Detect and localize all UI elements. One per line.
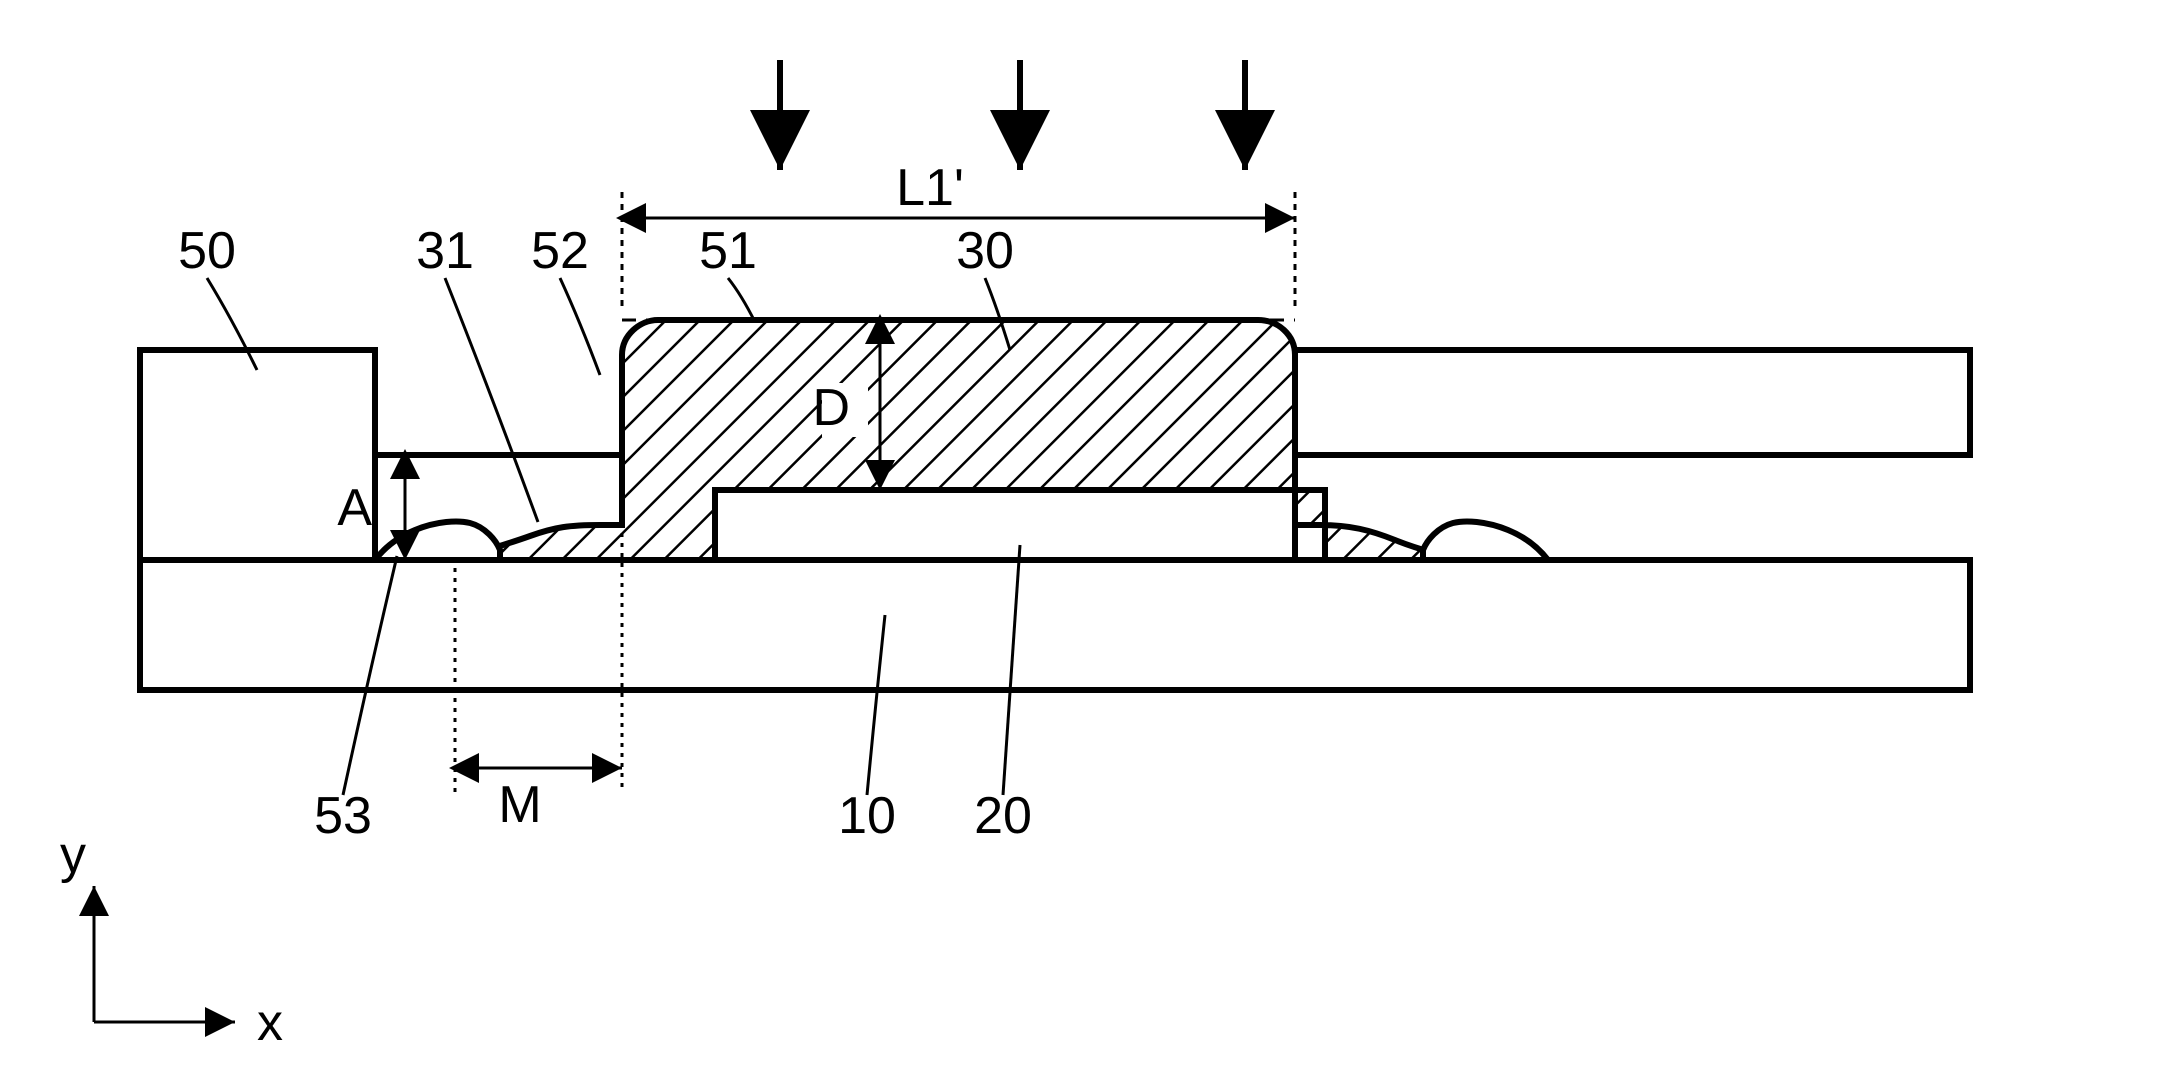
dim-m-label: M — [498, 776, 541, 834]
label-10: 10 — [838, 787, 896, 845]
label-51: 51 — [699, 222, 757, 280]
label-20: 20 — [974, 787, 1032, 845]
resist-50-right — [1295, 350, 1970, 455]
label-31: 31 — [416, 222, 474, 280]
leader-10 — [867, 615, 885, 795]
x-axis-label: x — [257, 994, 283, 1052]
label-53: 53 — [314, 787, 372, 845]
leader-20 — [1003, 545, 1020, 795]
label-52: 52 — [531, 222, 589, 280]
leader-52 — [560, 278, 600, 375]
block-20 — [715, 490, 1295, 560]
leader-53 — [343, 556, 397, 795]
y-axis-label: y — [60, 826, 86, 884]
dim-d-label: D — [812, 379, 850, 437]
label-30: 30 — [956, 222, 1014, 280]
leader-51 — [728, 278, 755, 322]
substrate-10 — [140, 560, 1970, 690]
label-50: 50 — [178, 222, 236, 280]
dim-a-label: A — [337, 479, 372, 537]
edge-53-right — [1423, 521, 1548, 560]
dim-l1-label: L1' — [896, 159, 964, 217]
